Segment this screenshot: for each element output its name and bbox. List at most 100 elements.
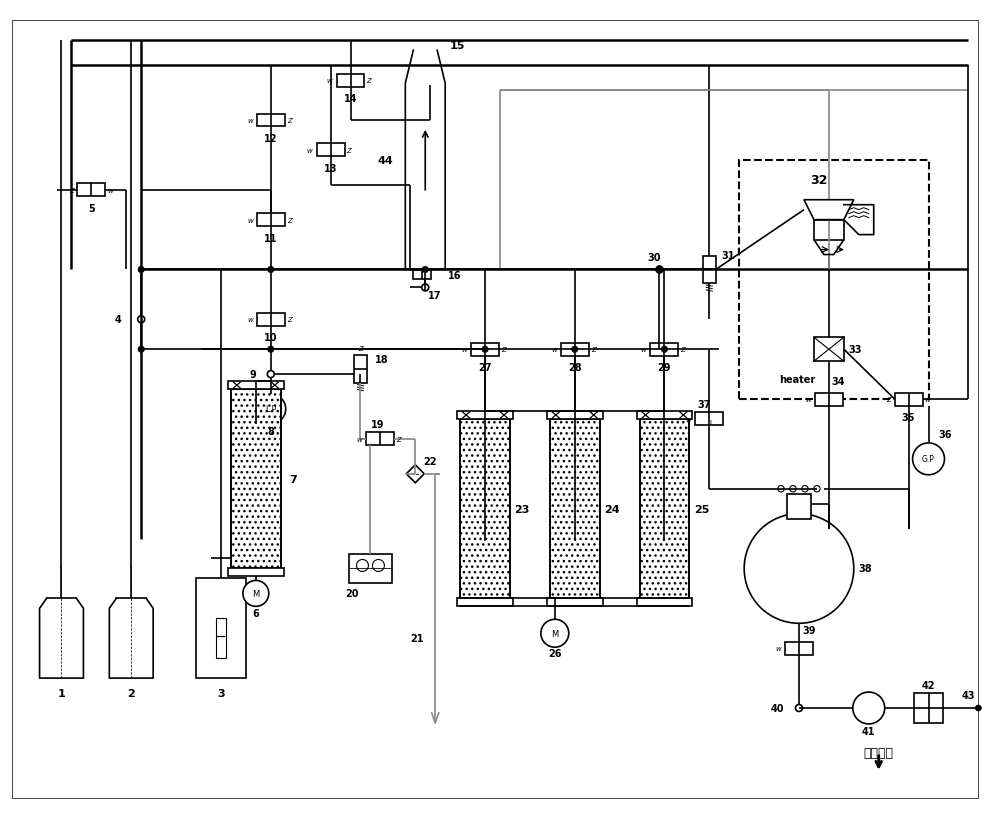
Text: Z: Z xyxy=(591,346,595,353)
Circle shape xyxy=(913,443,944,475)
Bar xyxy=(196,579,246,678)
Bar xyxy=(460,419,510,599)
Text: w: w xyxy=(247,118,253,124)
Bar xyxy=(231,390,281,568)
Text: Z: Z xyxy=(501,346,506,353)
Text: w: w xyxy=(107,188,113,193)
Text: 9: 9 xyxy=(249,369,256,380)
Bar xyxy=(787,494,811,519)
Circle shape xyxy=(268,346,274,353)
Bar xyxy=(317,144,345,157)
Bar xyxy=(703,256,716,284)
Text: 4: 4 xyxy=(115,315,121,325)
Text: 1: 1 xyxy=(58,688,65,698)
Text: 16: 16 xyxy=(448,271,462,281)
Bar xyxy=(785,642,813,655)
Bar xyxy=(815,393,843,406)
Bar xyxy=(547,411,603,419)
Text: 8: 8 xyxy=(267,427,274,437)
Text: Z: Z xyxy=(287,317,291,323)
Text: 40: 40 xyxy=(771,704,784,713)
Circle shape xyxy=(138,316,145,324)
Polygon shape xyxy=(405,51,445,270)
Bar xyxy=(471,343,499,356)
Text: Z: Z xyxy=(287,217,291,224)
Text: 11: 11 xyxy=(264,233,278,243)
Text: Z: Z xyxy=(287,118,291,124)
Circle shape xyxy=(138,267,144,274)
Circle shape xyxy=(802,486,808,492)
Text: 23: 23 xyxy=(514,504,530,514)
Circle shape xyxy=(790,486,796,492)
Text: 7: 7 xyxy=(289,474,297,484)
Circle shape xyxy=(422,267,428,274)
Text: w: w xyxy=(327,78,333,84)
Text: 18: 18 xyxy=(375,355,389,364)
Text: 38: 38 xyxy=(859,563,872,574)
Text: w: w xyxy=(247,217,253,224)
Text: 39: 39 xyxy=(802,626,815,636)
Text: 44: 44 xyxy=(378,156,393,165)
Text: I: I xyxy=(709,419,711,425)
Bar xyxy=(457,599,513,607)
Circle shape xyxy=(243,581,269,607)
Circle shape xyxy=(356,560,368,572)
Text: Z: Z xyxy=(886,396,891,403)
Circle shape xyxy=(482,346,488,353)
Circle shape xyxy=(256,395,286,424)
Bar xyxy=(640,419,689,599)
Bar xyxy=(561,343,589,356)
Text: w: w xyxy=(357,437,362,442)
Text: 12: 12 xyxy=(264,133,278,144)
Circle shape xyxy=(778,486,784,492)
Text: 6: 6 xyxy=(252,609,259,618)
Text: 30: 30 xyxy=(648,252,661,262)
Text: 22: 22 xyxy=(423,456,437,466)
Text: 废液出口: 废液出口 xyxy=(864,746,894,759)
Bar xyxy=(547,599,603,607)
Text: w: w xyxy=(307,147,313,154)
Bar xyxy=(550,419,600,599)
Bar xyxy=(228,382,284,390)
Bar xyxy=(457,411,513,419)
Circle shape xyxy=(541,619,569,647)
Text: 37: 37 xyxy=(697,400,711,410)
Bar xyxy=(695,413,723,426)
Text: 43: 43 xyxy=(962,690,975,700)
Circle shape xyxy=(268,267,274,274)
Text: 41: 41 xyxy=(862,726,875,736)
Circle shape xyxy=(795,704,802,712)
Text: 33: 33 xyxy=(849,345,862,355)
Bar xyxy=(550,419,600,599)
Bar xyxy=(366,433,394,446)
Text: w: w xyxy=(925,396,930,403)
Text: 10: 10 xyxy=(264,333,278,343)
Text: Z: Z xyxy=(358,346,363,352)
Circle shape xyxy=(572,346,578,353)
Bar xyxy=(640,419,689,599)
Text: w: w xyxy=(805,396,811,403)
Text: w: w xyxy=(775,645,781,651)
Bar xyxy=(650,343,678,356)
Text: w: w xyxy=(641,346,647,353)
Text: 36: 36 xyxy=(939,429,952,439)
Bar xyxy=(637,599,692,607)
Circle shape xyxy=(853,692,885,724)
Bar xyxy=(637,411,692,419)
Text: M: M xyxy=(252,589,259,598)
Text: Z: Z xyxy=(347,147,351,154)
Polygon shape xyxy=(406,465,424,483)
Circle shape xyxy=(422,284,429,292)
Text: w: w xyxy=(247,317,253,323)
Circle shape xyxy=(814,486,820,492)
Text: 25: 25 xyxy=(694,504,709,514)
Text: L.P: L.P xyxy=(265,405,276,414)
Circle shape xyxy=(661,346,668,353)
Text: Z: Z xyxy=(366,78,371,84)
Bar xyxy=(337,75,364,88)
Circle shape xyxy=(656,267,663,274)
Text: 17: 17 xyxy=(427,291,441,301)
Text: 2: 2 xyxy=(127,688,135,698)
Text: 42: 42 xyxy=(922,681,935,690)
Text: 14: 14 xyxy=(344,94,357,104)
